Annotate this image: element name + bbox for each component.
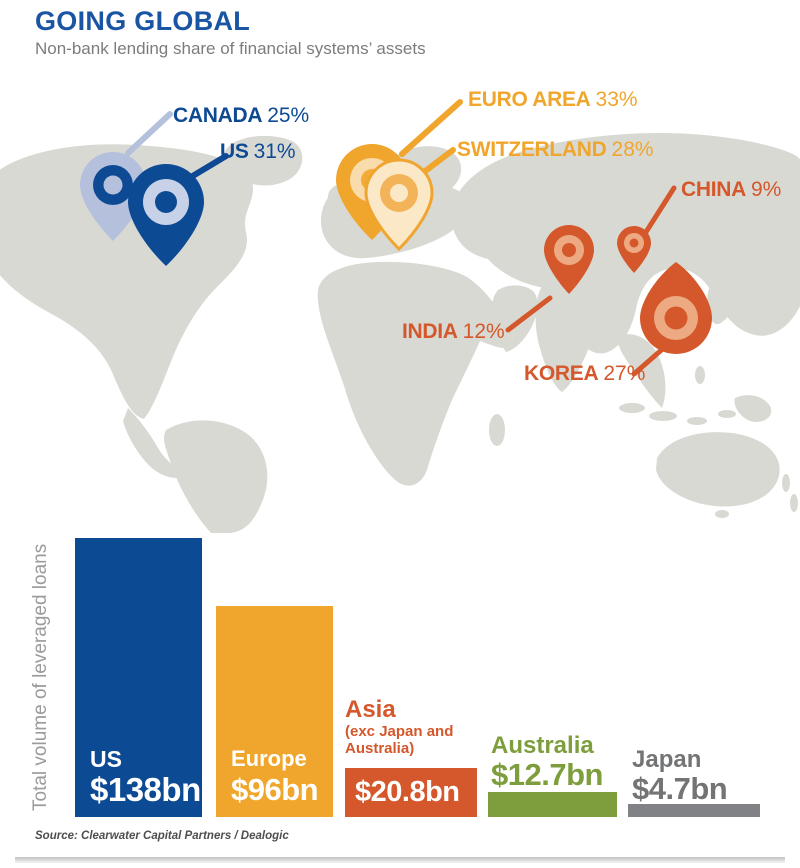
- y-axis-label: Total volume of leveraged loans: [30, 543, 51, 812]
- map-label-euro-area: EURO AREA 33%: [468, 88, 638, 111]
- world-map: [0, 99, 800, 533]
- bar-asia-heading: Asia (exc Japan and Australia): [345, 696, 454, 757]
- map-label-canada: CANADA 25%: [173, 104, 310, 127]
- source-credit: Source: Clearwater Capital Partners / De…: [35, 830, 289, 842]
- bar-asia-value: $20.8bn: [355, 776, 460, 808]
- map-label-us: US 31%: [220, 140, 296, 163]
- leader-korea: [631, 343, 669, 377]
- bar-us: US $138bn: [75, 538, 202, 817]
- leader-euro-area: [399, 99, 463, 157]
- pin-china-icon: [617, 226, 651, 273]
- map-label-india: INDIA 12%: [402, 320, 505, 343]
- leader-india: [505, 295, 553, 333]
- map-label-switzerland: SWITZERLAND 28%: [457, 138, 654, 161]
- leader-canada: [125, 111, 173, 156]
- bar-asia: $20.8bn: [345, 768, 477, 817]
- bar-australia-heading: Australia $12.7bn: [491, 732, 603, 792]
- leader-lines: [125, 99, 677, 377]
- bar-japan-heading: Japan $4.7bn: [632, 746, 728, 806]
- bar-us-label: US $138bn: [90, 746, 201, 808]
- pin-india-icon: [544, 225, 594, 294]
- bar-europe: Europe $96bn: [216, 606, 333, 817]
- bar-japan: [628, 804, 760, 817]
- bar-australia: [488, 792, 617, 817]
- pin-switzerland-icon: [364, 158, 434, 252]
- map-label-korea: KOREA 27%: [524, 362, 646, 385]
- page-subtitle: Non-bank lending share of financial syst…: [35, 39, 426, 58]
- pin-us-icon: [128, 164, 204, 266]
- bar-europe-label: Europe $96bn: [231, 746, 319, 807]
- pin-canada-icon: [80, 152, 146, 241]
- pin-korea-icon: [640, 262, 712, 354]
- bottom-divider: [15, 857, 785, 863]
- page-title: GOING GLOBAL: [35, 6, 251, 36]
- leader-china: [643, 185, 677, 235]
- map-label-china: CHINA 9%: [681, 178, 782, 201]
- leader-switzerland: [421, 147, 456, 175]
